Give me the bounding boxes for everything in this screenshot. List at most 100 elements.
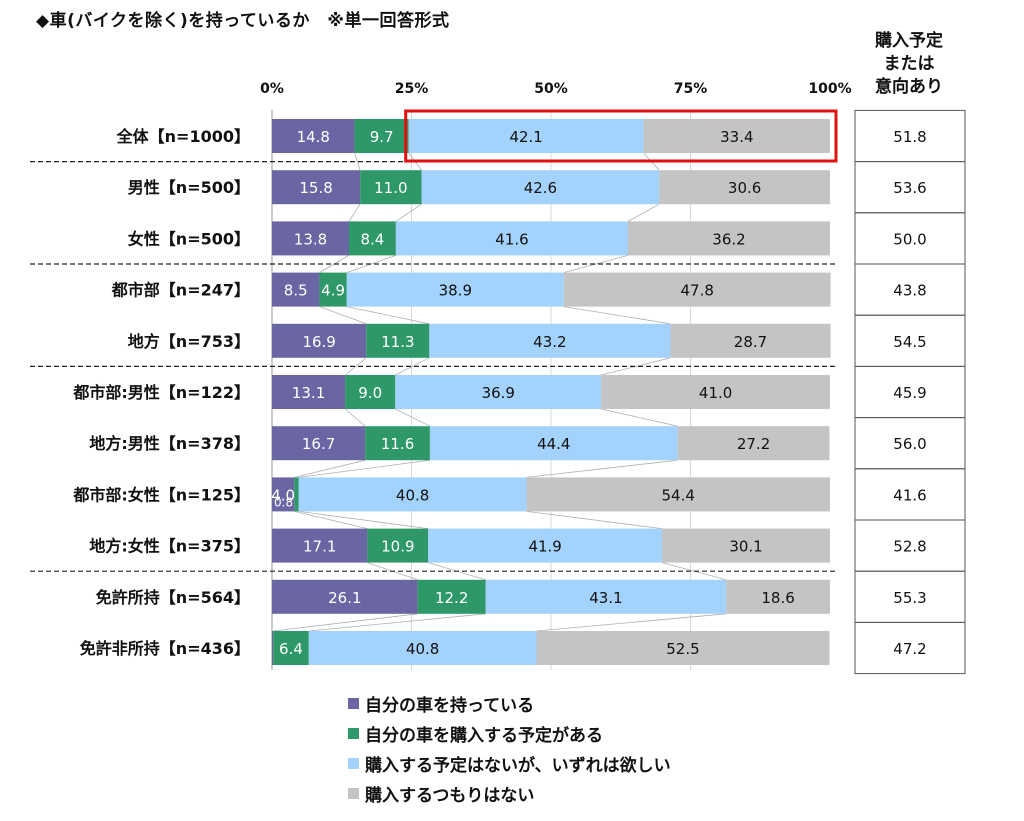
- series-connector-line: [601, 357, 671, 376]
- bar-segment-none: [726, 579, 830, 614]
- bar-segment-want: [395, 375, 602, 409]
- bar-segment-plan: [354, 119, 409, 153]
- data-label-want: 41.6: [495, 230, 528, 248]
- data-label-plan: 11.3: [381, 333, 414, 351]
- side-value: 43.8: [893, 282, 926, 300]
- data-label-owned: 14.8: [297, 128, 330, 146]
- data-label-want: 43.1: [589, 589, 622, 607]
- bar-segment-owned: [272, 579, 418, 614]
- bar-segment-none: [677, 426, 830, 461]
- side-header-line-2: または: [883, 54, 935, 74]
- bar-segment-owned: [272, 221, 350, 256]
- bar-segment-want: [421, 170, 660, 205]
- data-label-owned: 16.9: [302, 333, 335, 351]
- side-cell: [854, 621, 966, 675]
- data-label-owned: 16.7: [302, 435, 335, 453]
- side-value: 47.2: [893, 640, 926, 658]
- bar-segment-plan: [360, 170, 422, 205]
- bar-segment-none: [601, 375, 830, 409]
- data-label-none: 30.6: [728, 179, 761, 197]
- data-label-owned: 8.5: [284, 282, 308, 300]
- bar-segment-owned: [272, 631, 274, 665]
- category-label: 地方【n=753】: [128, 332, 250, 351]
- bar-segment-plan: [294, 477, 299, 512]
- data-label-want: 44.4: [537, 435, 570, 453]
- bar-segment-none: [563, 272, 831, 307]
- data-label-plan: 11.0: [374, 179, 407, 197]
- data-label-plan: 12.2: [435, 589, 468, 607]
- data-label-none: 33.4: [720, 128, 753, 146]
- x-tick-label: 100%: [808, 81, 851, 97]
- series-connector-line: [298, 511, 429, 529]
- series-connector-line: [526, 459, 678, 478]
- category-label: 女性【n=500】: [128, 229, 250, 248]
- data-label-plan: 11.6: [381, 435, 414, 453]
- legend-item-plan: 自分の車を購入する予定がある: [348, 718, 671, 748]
- data-label-owned: 13.1: [292, 384, 325, 402]
- category-label: 地方:女性【n=375】: [89, 537, 250, 556]
- data-label-plan: 9.0: [358, 384, 382, 402]
- bar-segment-plan: [345, 375, 396, 409]
- x-tick-label: 75%: [674, 81, 708, 97]
- legend: 自分の車を持っている 自分の車を購入する予定がある 購入する予定はないが、いずれ…: [348, 688, 671, 808]
- category-label: 都市部:男性【n=122】: [72, 383, 250, 402]
- data-label-plan: 0.8: [274, 495, 293, 509]
- x-tick-label: 50%: [534, 81, 568, 97]
- legend-label-want: 購入する予定はないが、いずれは欲しい: [365, 755, 671, 776]
- category-label: 男性【n=500】: [128, 178, 250, 197]
- series-connector-line: [308, 613, 486, 632]
- series-connector-line: [354, 152, 361, 171]
- legend-swatch-plan: [348, 727, 359, 739]
- legend-label-owned: 自分の車を持っている: [365, 695, 535, 716]
- data-label-none: 47.8: [680, 282, 713, 300]
- series-connector-line: [348, 203, 361, 222]
- series-connector-line: [344, 408, 366, 427]
- category-label: 都市部【n=247】: [111, 281, 250, 300]
- bar-segment-none: [662, 528, 830, 563]
- series-connector-line: [563, 255, 629, 273]
- bar-segment-plan: [349, 221, 396, 256]
- data-label-plan: 4.9: [321, 282, 345, 300]
- bar-segment-want: [429, 426, 678, 461]
- side-header-line-1: 購入予定: [875, 31, 943, 51]
- bar-segment-owned: [272, 528, 368, 563]
- bar-segment-want: [308, 631, 537, 665]
- bar-segment-owned: [272, 272, 320, 307]
- bar-segment-none: [526, 477, 830, 512]
- series-connector-line: [395, 203, 422, 222]
- data-label-want: 42.6: [524, 179, 557, 197]
- side-column-header: 購入予定 または 意向あり: [850, 30, 968, 99]
- highlight-box: [404, 109, 838, 163]
- data-label-want: 38.9: [439, 282, 472, 300]
- bar-segment-owned: [272, 477, 295, 512]
- series-connector-line: [536, 613, 727, 632]
- data-label-plan: 10.9: [381, 538, 414, 556]
- legend-label-none: 購入するつもりはない: [365, 785, 535, 806]
- bar-segment-want: [428, 528, 663, 563]
- series-connector-line: [294, 511, 368, 529]
- series-connector-line: [563, 306, 671, 325]
- legend-item-none: 購入するつもりはない: [348, 778, 671, 808]
- data-label-want: 43.2: [533, 333, 566, 351]
- chart-title: ◆車(バイクを除く)を持っているか ※単一回答形式: [36, 11, 450, 31]
- data-label-plan: 9.7: [370, 128, 394, 146]
- data-label-owned: 17.1: [303, 538, 336, 556]
- bar-segment-want: [395, 221, 629, 256]
- bar-segment-owned: [272, 170, 361, 205]
- side-value: 51.8: [893, 128, 926, 146]
- x-tick-label: 25%: [395, 81, 429, 97]
- category-label: 都市部:女性【n=125】: [72, 485, 250, 504]
- bar-segment-want: [429, 323, 671, 358]
- series-connector-line: [601, 408, 678, 427]
- data-label-none: 54.4: [662, 486, 695, 504]
- data-label-none: 52.5: [666, 640, 699, 658]
- data-label-want: 40.8: [406, 640, 439, 658]
- bar-segment-owned: [272, 375, 346, 409]
- data-label-none: 28.7: [734, 333, 767, 351]
- side-value: 52.8: [893, 538, 926, 556]
- bar-segment-owned: [272, 426, 366, 461]
- series-connector-line: [627, 203, 660, 222]
- bar-segment-owned: [272, 323, 367, 358]
- series-connector-line: [319, 306, 367, 325]
- series-connector-line: [526, 511, 663, 529]
